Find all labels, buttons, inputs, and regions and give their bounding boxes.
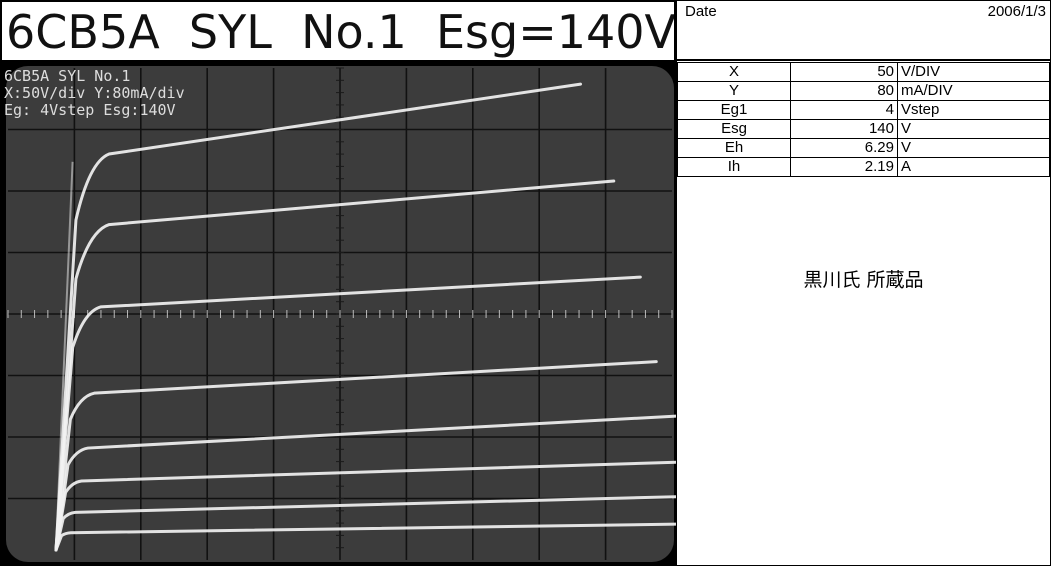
plate-curve-trace	[54, 82, 583, 552]
param-row: Y 80 mA/DIV	[677, 81, 1050, 101]
date-value: 2006/1/3	[987, 3, 1046, 20]
title-text: 6CB5A SYL No.1 Esg=140V	[6, 5, 676, 59]
param-row: Esg 140 V	[677, 119, 1050, 139]
param-value: 80	[790, 81, 898, 101]
plate-curve-trace	[54, 360, 658, 552]
plate-curve-trace	[54, 179, 616, 552]
param-value: 6.29	[790, 138, 898, 158]
title-bar: 6CB5A SYL No.1 Esg=140V	[0, 0, 676, 62]
param-unit: V	[897, 119, 1050, 139]
param-unit: V/DIV	[897, 62, 1050, 82]
param-value: 4	[790, 100, 898, 120]
param-row: X 50 V/DIV	[677, 62, 1050, 82]
params-table: X 50 V/DIV Y 80 mA/DIV Eg1 4 Vstep Esg 140 V Eh 6.29 V…	[677, 62, 1050, 177]
param-value: 2.19	[790, 157, 898, 177]
date-row: Date 2006/1/3	[677, 1, 1050, 61]
param-unit: A	[897, 157, 1050, 177]
param-name: Esg	[677, 119, 791, 139]
param-name: X	[677, 62, 791, 82]
owner-note: 黒川氏 所蔵品	[803, 269, 924, 291]
oscilloscope-screen	[6, 66, 676, 562]
param-name: Eg1	[677, 100, 791, 120]
plate-curve-trace	[54, 522, 676, 552]
scope-label-grid: Eg: 4Vstep Esg:140V	[4, 101, 176, 119]
plate-curve-trace	[54, 275, 642, 552]
param-value: 50	[790, 62, 898, 82]
rise-trace	[55, 161, 74, 551]
scope-label-scale: X:50V/div Y:80mA/div	[4, 84, 185, 102]
plate-curve-trace	[54, 495, 676, 552]
param-unit: mA/DIV	[897, 81, 1050, 101]
scope-label-tube: 6CB5A SYL No.1	[4, 67, 131, 85]
param-value: 140	[790, 119, 898, 139]
oscilloscope-photo: 6CB5A SYL No.1 X:50V/div Y:80mA/div Eg: …	[0, 62, 676, 566]
plate-curve-trace	[54, 460, 676, 552]
info-panel: Date 2006/1/3 X 50 V/DIV Y 80 mA/DIV Eg1 4 Vstep…	[676, 0, 1051, 566]
param-row: Ih 2.19 A	[677, 157, 1050, 177]
param-unit: Vstep	[897, 100, 1050, 120]
date-label: Date	[685, 3, 717, 20]
param-unit: V	[897, 138, 1050, 158]
plate-curve-trace	[54, 414, 676, 552]
param-row: Eh 6.29 V	[677, 138, 1050, 158]
param-row: Eg1 4 Vstep	[677, 100, 1050, 120]
param-name: Y	[677, 81, 791, 101]
param-name: Eh	[677, 138, 791, 158]
param-name: Ih	[677, 157, 791, 177]
